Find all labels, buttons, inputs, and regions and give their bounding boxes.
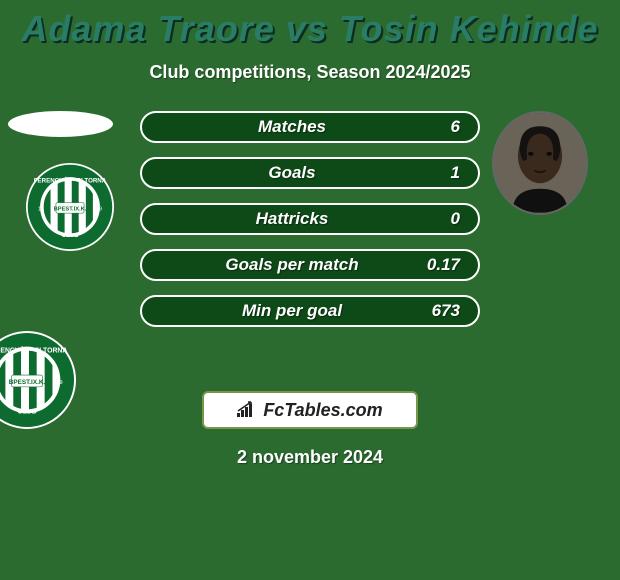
stat-label: Hattricks <box>142 209 412 229</box>
stat-row: Min per goal673 <box>140 295 480 327</box>
stat-label: Min per goal <box>142 301 412 321</box>
stat-row: Goals per match0.17 <box>140 249 480 281</box>
comparison-card: Adama Traore vs Tosin Kehinde Club compe… <box>0 0 620 580</box>
svg-text:18: 18 <box>38 207 44 213</box>
stat-value: 0 <box>412 209 460 229</box>
club-badge-left: FERENCVÁROSI TORNA CLUB 18 99 BPEST.IX.K… <box>26 163 114 251</box>
stat-value: 6 <box>412 117 460 137</box>
stat-value: 673 <box>412 301 460 321</box>
svg-text:99: 99 <box>96 207 102 213</box>
stat-label: Goals <box>142 163 412 183</box>
player-right-avatar <box>492 111 588 215</box>
stat-row: Hattricks0 <box>140 203 480 235</box>
comparison-date: 2 november 2024 <box>0 447 620 468</box>
stat-label: Matches <box>142 117 412 137</box>
page-subtitle: Club competitions, Season 2024/2025 <box>0 62 620 83</box>
club-badge-right: FERENCVÁROSI TORNA CLUB 18 99 BPEST.IX.K… <box>0 331 76 429</box>
watermark-text: FcTables.com <box>263 400 382 421</box>
svg-text:BPEST.IX.K.: BPEST.IX.K. <box>54 207 87 213</box>
svg-text:BPEST.IX.K.: BPEST.IX.K. <box>9 379 46 386</box>
bar-chart-icon <box>237 401 259 419</box>
player-photo-icon <box>494 113 586 213</box>
source-watermark: FcTables.com <box>202 391 418 429</box>
page-title: Adama Traore vs Tosin Kehinde <box>0 0 620 50</box>
stat-label: Goals per match <box>142 255 412 275</box>
stats-block: Matches6Goals1Hattricks0Goals per match0… <box>140 111 480 341</box>
club-crest-icon: FERENCVÁROSI TORNA CLUB 18 99 BPEST.IX.K… <box>0 331 76 429</box>
player-left-avatar <box>8 111 113 137</box>
content-area: FERENCVÁROSI TORNA CLUB 18 99 BPEST.IX.K… <box>0 113 620 373</box>
stat-row: Goals1 <box>140 157 480 189</box>
stat-value: 0.17 <box>412 255 460 275</box>
stat-value: 1 <box>412 163 460 183</box>
stat-row: Matches6 <box>140 111 480 143</box>
club-crest-icon: FERENCVÁROSI TORNA CLUB 18 99 BPEST.IX.K… <box>26 163 114 251</box>
svg-text:99: 99 <box>56 380 63 386</box>
